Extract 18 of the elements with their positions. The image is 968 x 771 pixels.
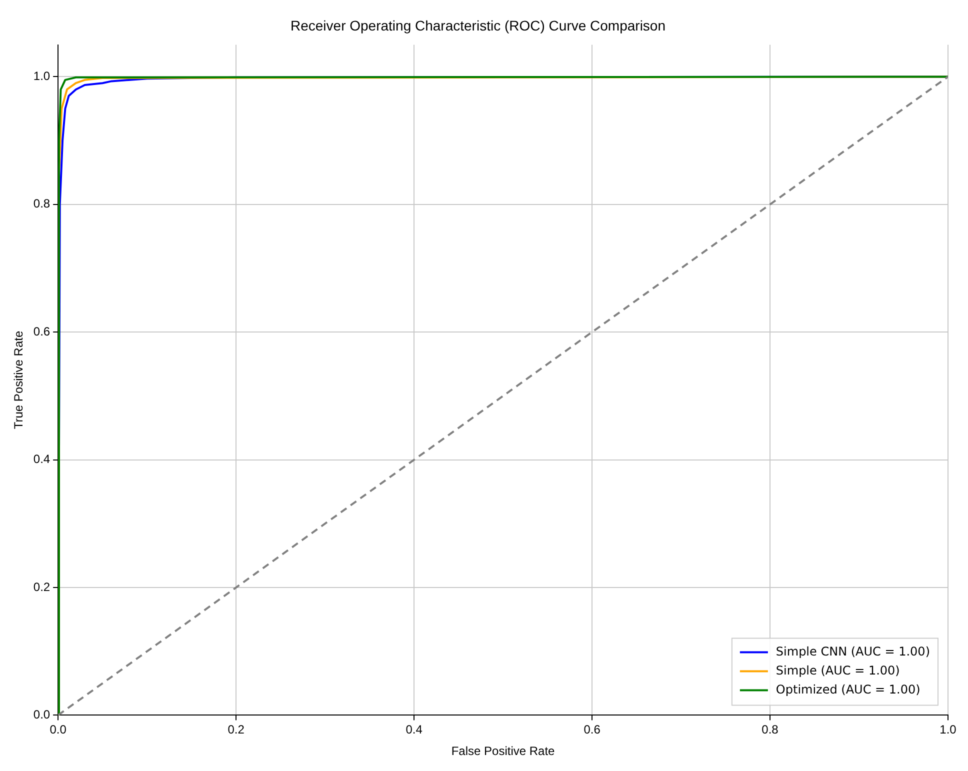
- x-tick-label: 0.6: [584, 722, 601, 737]
- legend-label: Optimized (AUC = 1.00): [776, 682, 920, 696]
- x-tick-label: 0.0: [50, 722, 67, 737]
- y-tick-label: 0.8: [33, 196, 50, 211]
- x-tick-label: 1.0: [940, 722, 957, 737]
- y-tick-label: 0.0: [33, 708, 50, 722]
- x-tick-label: 0.4: [406, 722, 423, 737]
- y-tick-label: 0.2: [33, 580, 50, 594]
- y-tick-label: 0.4: [33, 452, 50, 466]
- legend-label: Simple (AUC = 1.00): [776, 663, 900, 678]
- x-tick-label: 0.8: [762, 722, 779, 737]
- x-tick-label: 0.2: [228, 722, 245, 737]
- y-axis-title: True Positive Rate: [12, 330, 26, 430]
- legend-label: Simple CNN (AUC = 1.00): [776, 644, 930, 658]
- y-tick-label: 1.0: [33, 69, 50, 84]
- chart-title: Receiver Operating Characteristic (ROC) Curve Comparison: [290, 17, 666, 34]
- y-tick-label: 0.6: [33, 324, 50, 338]
- x-axis-title: False Positive Rate: [451, 744, 556, 758]
